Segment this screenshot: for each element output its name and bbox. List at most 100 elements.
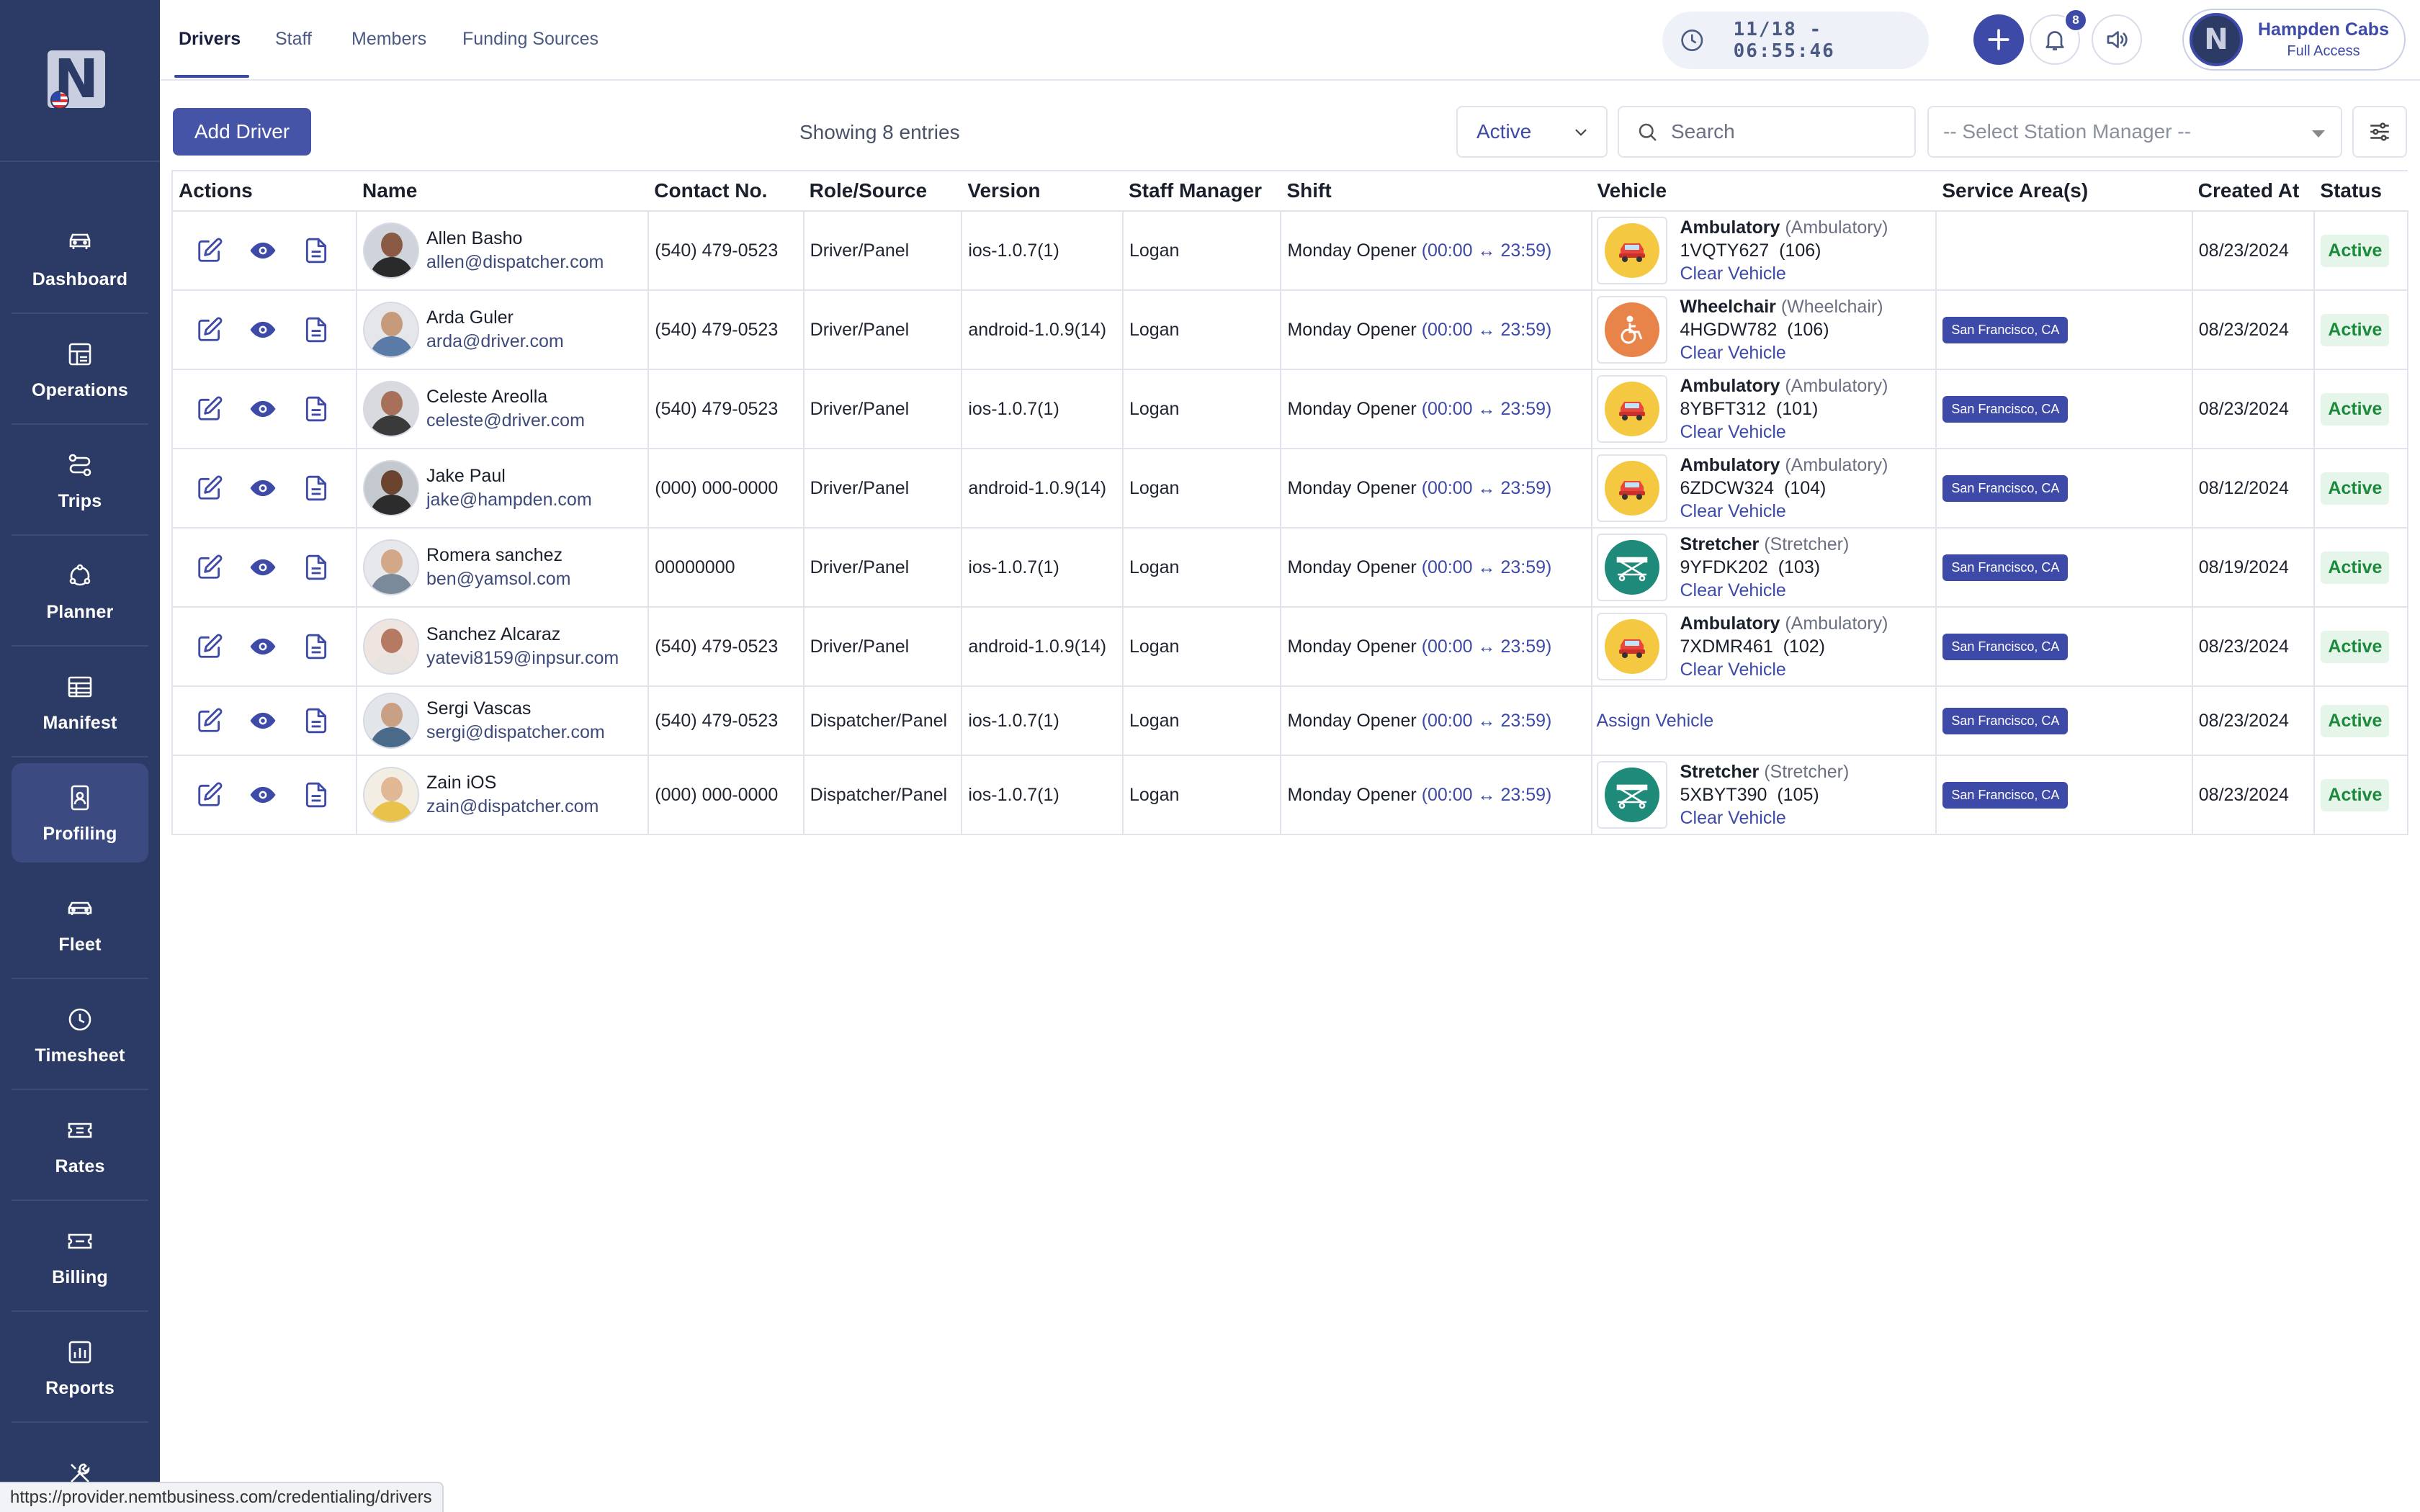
- edit-icon[interactable]: [196, 474, 249, 502]
- document-icon[interactable]: [302, 237, 356, 264]
- clear-vehicle-link[interactable]: Clear Vehicle: [1680, 807, 1786, 828]
- service-area-badge: San Francisco, CA: [1942, 707, 2069, 734]
- driver-name[interactable]: Romera sanchez: [426, 545, 563, 565]
- document-icon[interactable]: [302, 474, 356, 502]
- clear-vehicle-link[interactable]: Clear Vehicle: [1680, 263, 1786, 284]
- created-at-cell: 08/23/2024: [2191, 369, 2316, 449]
- driver-name[interactable]: Sanchez Alcaraz: [426, 624, 561, 644]
- sidebar-item-profiling[interactable]: Profiling: [12, 763, 148, 863]
- edit-icon[interactable]: [196, 237, 249, 264]
- column-header[interactable]: Role/Source: [803, 170, 962, 212]
- service-area-cell: San Francisco, CA: [1935, 685, 2193, 756]
- edit-icon[interactable]: [196, 781, 249, 809]
- vehicle-subtype: (Ambulatory): [1785, 375, 1888, 396]
- us-flag-icon: [50, 91, 69, 109]
- column-settings-button[interactable]: [2352, 106, 2407, 158]
- sidebar-item-trips[interactable]: Trips: [0, 425, 160, 536]
- app-logo[interactable]: N: [45, 43, 114, 115]
- eye-icon[interactable]: [249, 554, 302, 581]
- document-icon[interactable]: [302, 554, 356, 581]
- edit-icon[interactable]: [196, 707, 249, 734]
- shift-time: (00:00 ↔ 23:59): [1421, 636, 1552, 657]
- document-icon[interactable]: [302, 781, 356, 809]
- account-role: Full Access: [2287, 43, 2360, 59]
- tab-drivers[interactable]: Drivers: [179, 29, 241, 49]
- service-area-cell: San Francisco, CA: [1935, 606, 2193, 687]
- eye-icon[interactable]: [249, 707, 302, 734]
- vehicle-type: Ambulatory: [1680, 217, 1780, 238]
- driver-name[interactable]: Jake Paul: [426, 466, 506, 486]
- column-header[interactable]: Vehicle: [1591, 170, 1937, 212]
- sidebar-item-operations[interactable]: Operations: [0, 314, 160, 425]
- tab-funding-sources[interactable]: Funding Sources: [462, 29, 599, 49]
- clear-vehicle-link[interactable]: Clear Vehicle: [1680, 421, 1786, 442]
- sidebar-item-rates[interactable]: Rates: [0, 1090, 160, 1201]
- driver-name[interactable]: Sergi Vascas: [426, 698, 532, 719]
- column-header[interactable]: Created At: [2192, 170, 2315, 212]
- sound-toggle-button[interactable]: [2092, 14, 2142, 65]
- eye-icon[interactable]: [249, 781, 302, 809]
- sidebar-item-label: Planner: [46, 601, 114, 622]
- billing-icon: [68, 1233, 92, 1248]
- tab-members[interactable]: Members: [351, 29, 427, 49]
- vehicle-cell: Ambulatory (Ambulatory) 6ZDCW324 (104) Cle…: [1590, 448, 1937, 528]
- driver-name[interactable]: Allen Basho: [426, 228, 523, 248]
- sidebar-item-fleet[interactable]: Fleet: [0, 868, 160, 979]
- notifications-button[interactable]: [2030, 14, 2080, 65]
- role-cell: Driver/Panel: [802, 527, 963, 608]
- clear-vehicle-link[interactable]: Clear Vehicle: [1680, 580, 1786, 600]
- column-header[interactable]: Status: [2314, 170, 2408, 212]
- eye-icon[interactable]: [249, 633, 302, 660]
- quick-add-button[interactable]: [1973, 14, 2024, 65]
- sidebar-item-billing[interactable]: Billing: [0, 1201, 160, 1312]
- eye-icon[interactable]: [249, 237, 302, 264]
- status-filter-select[interactable]: Active: [1456, 106, 1608, 158]
- sidebar-item-tools[interactable]: [0, 1423, 160, 1512]
- assign-vehicle-link[interactable]: Assign Vehicle: [1596, 710, 1714, 731]
- sidebar-item-reports[interactable]: Reports: [0, 1312, 160, 1423]
- document-icon[interactable]: [302, 316, 356, 343]
- eye-icon[interactable]: [249, 316, 302, 343]
- station-manager-select[interactable]: -- Select Station Manager --: [1927, 106, 2342, 158]
- column-header[interactable]: Shift: [1281, 170, 1592, 212]
- eye-icon[interactable]: [249, 395, 302, 423]
- edit-icon[interactable]: [196, 633, 249, 660]
- shift-name: Monday Opener: [1287, 319, 1417, 340]
- status-cell: Active: [2313, 289, 2408, 370]
- clear-vehicle-link[interactable]: Clear Vehicle: [1680, 500, 1786, 521]
- role-cell: Driver/Panel: [802, 606, 963, 687]
- car-icon: [1596, 454, 1667, 522]
- column-header[interactable]: Service Area(s): [1936, 170, 2192, 212]
- eye-icon[interactable]: [249, 474, 302, 502]
- column-header[interactable]: Actions: [171, 170, 357, 212]
- sidebar-item-timesheet[interactable]: Timesheet: [0, 979, 160, 1090]
- sidebar-item-dashboard[interactable]: Dashboard: [0, 203, 160, 314]
- document-icon[interactable]: [302, 395, 356, 423]
- edit-icon[interactable]: [196, 554, 249, 581]
- vehicle-type: Wheelchair: [1680, 296, 1776, 317]
- car-icon: [1596, 613, 1667, 680]
- account-menu[interactable]: N Hampden Cabs Full Access: [2182, 9, 2406, 71]
- edit-icon[interactable]: [196, 395, 249, 423]
- column-header[interactable]: Contact No.: [648, 170, 804, 212]
- driver-name[interactable]: Celeste Areolla: [426, 387, 548, 407]
- column-header[interactable]: Name: [357, 170, 649, 212]
- driver-name[interactable]: Zain iOS: [426, 773, 497, 793]
- column-header[interactable]: Version: [962, 170, 1123, 212]
- driver-email: sergi@dispatcher.com: [426, 722, 605, 742]
- sidebar-item-manifest[interactable]: Manifest: [0, 647, 160, 757]
- status-cell: Active: [2313, 755, 2408, 835]
- clear-vehicle-link[interactable]: Clear Vehicle: [1680, 659, 1786, 680]
- add-driver-button[interactable]: Add Driver: [173, 108, 311, 156]
- sidebar-item-label: Trips: [58, 490, 102, 511]
- chevron-down-icon: [1575, 129, 1587, 136]
- search-input[interactable]: [1671, 120, 1901, 143]
- document-icon[interactable]: [302, 633, 356, 660]
- driver-name[interactable]: Arda Guler: [426, 307, 514, 328]
- document-icon[interactable]: [302, 707, 356, 734]
- edit-icon[interactable]: [196, 316, 249, 343]
- column-header[interactable]: Staff Manager: [1122, 170, 1281, 212]
- tab-staff[interactable]: Staff: [275, 29, 312, 49]
- clear-vehicle-link[interactable]: Clear Vehicle: [1680, 342, 1786, 363]
- sidebar-item-planner[interactable]: Planner: [0, 536, 160, 647]
